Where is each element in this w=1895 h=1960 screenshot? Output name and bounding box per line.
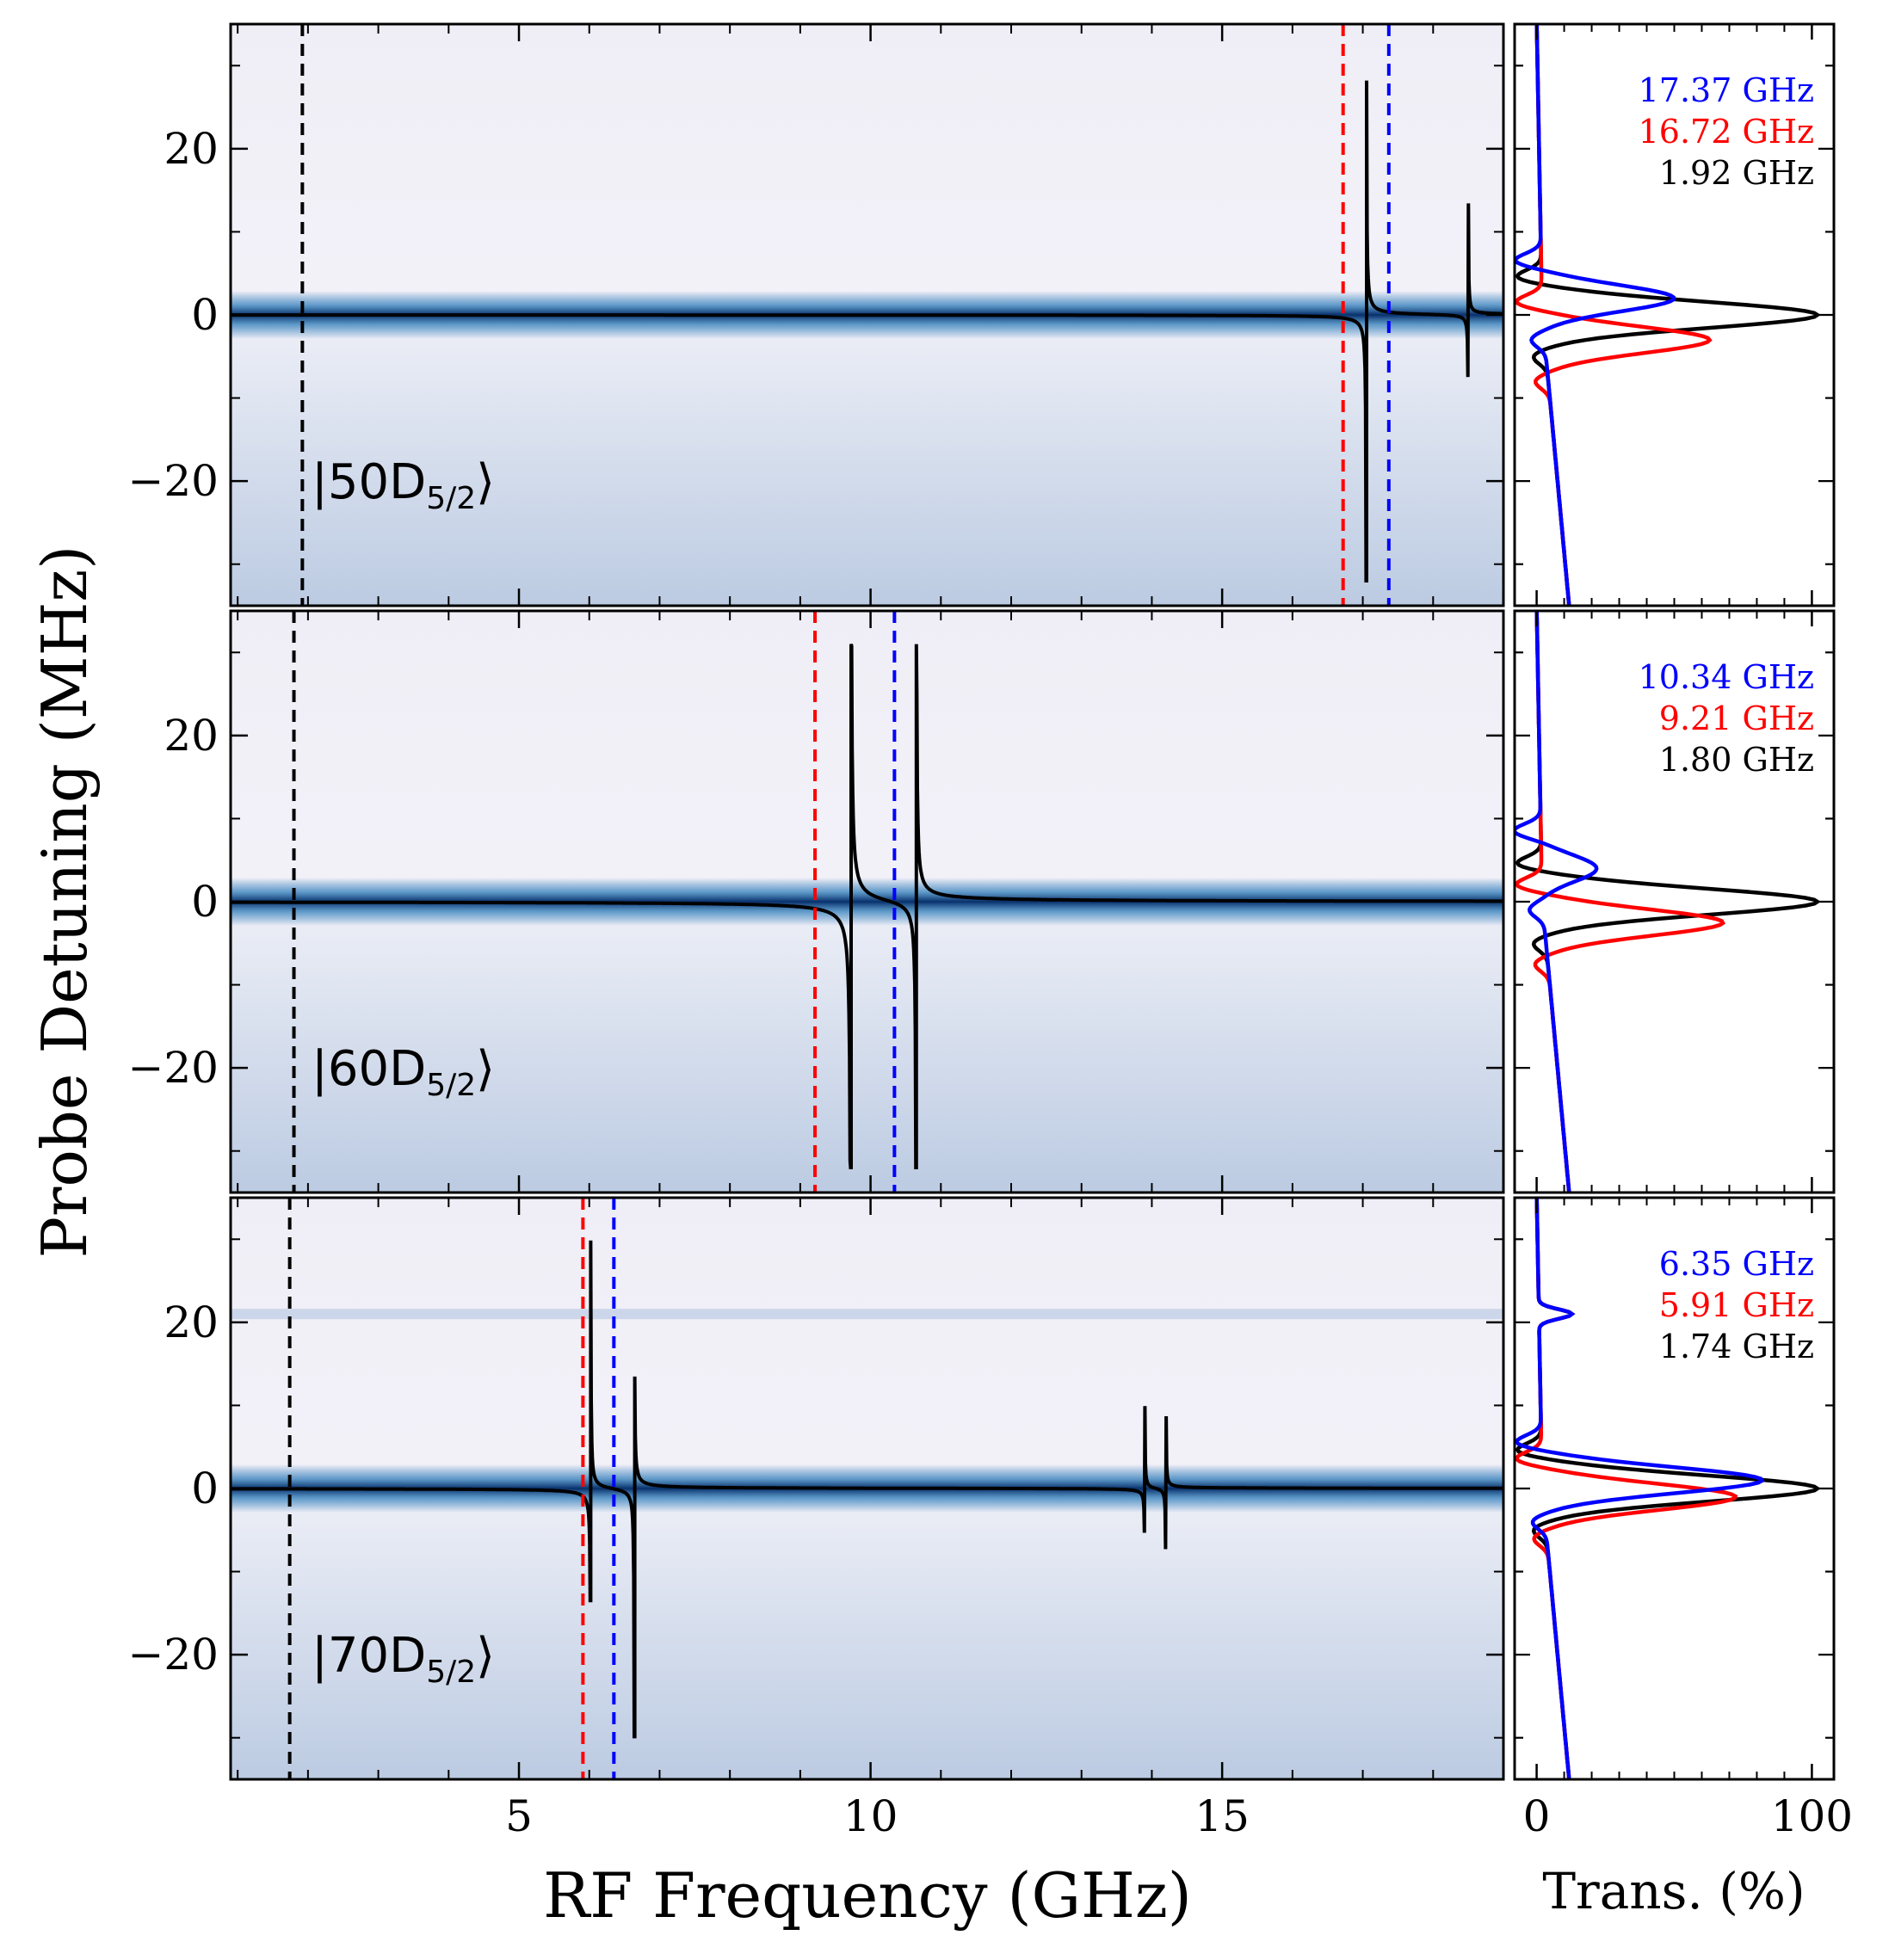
- legend-entry: 16.72 GHz: [1639, 113, 1814, 151]
- side-panel-1: [1515, 611, 1821, 1193]
- transmission-trace: [1515, 1198, 1738, 1779]
- side-panel-0: [1515, 24, 1821, 606]
- legend-entry: 6.35 GHz: [1659, 1245, 1814, 1283]
- side-panel-2: [1515, 1198, 1821, 1779]
- heatmap-2: [231, 1198, 1503, 1779]
- side-x-tick-label: 0: [1523, 1791, 1551, 1841]
- y-tick-label: 0: [191, 877, 219, 927]
- state-label: |60D5/2⟩: [312, 1041, 495, 1103]
- legend-entry: 9.21 GHz: [1659, 700, 1814, 737]
- y-tick-label: 20: [164, 124, 219, 174]
- y-tick-label: 0: [191, 1464, 219, 1513]
- legend-entry: 1.92 GHz: [1659, 154, 1814, 192]
- y-tick-label: 20: [164, 1297, 219, 1347]
- legend-entry: 17.37 GHz: [1639, 71, 1814, 109]
- state-label: |70D5/2⟩: [312, 1628, 495, 1690]
- panel-1: −20 0 20 |60D5/2⟩ 10.34 GHz 9.21 GHz 1.80 GHz: [127, 609, 1836, 1194]
- legend-entry: 10.34 GHz: [1639, 658, 1814, 696]
- transmission-trace: [1515, 1198, 1765, 1779]
- transmission-trace: [1515, 611, 1599, 1193]
- y-tick-label: −20: [127, 1630, 219, 1680]
- y-tick-label: −20: [127, 1043, 219, 1093]
- legend-entry: 1.80 GHz: [1659, 741, 1814, 779]
- model-curve: [231, 80, 1503, 582]
- heatmap-feature-band: [231, 1309, 1503, 1320]
- state-label: |50D5/2⟩: [312, 454, 495, 516]
- model-curve: [231, 1240, 1503, 1739]
- x-tick-label: 5: [505, 1791, 533, 1841]
- x-tick-label: 10: [843, 1791, 898, 1841]
- x-tick-label: 15: [1194, 1791, 1250, 1841]
- legend-entry: 5.91 GHz: [1659, 1286, 1814, 1324]
- heatmap-0: [231, 24, 1503, 606]
- heatmap-1: [231, 611, 1503, 1193]
- x-axis-title: RF Frequency (GHz): [543, 1859, 1192, 1932]
- y-axis-title: Probe Detuning (MHz): [28, 545, 101, 1259]
- transmission-trace: [1515, 611, 1725, 1193]
- model-curve: [231, 644, 1503, 1169]
- transmission-trace: [1515, 24, 1676, 606]
- y-tick-label: −20: [127, 456, 219, 506]
- y-tick-label: 0: [191, 290, 219, 340]
- side-x-axis-title: Trans. (%): [1542, 1862, 1805, 1920]
- legend-entry: 1.74 GHz: [1659, 1328, 1814, 1365]
- y-tick-label: 20: [164, 711, 219, 761]
- side-x-tick-label: 100: [1771, 1791, 1853, 1841]
- transmission-trace: [1515, 24, 1713, 606]
